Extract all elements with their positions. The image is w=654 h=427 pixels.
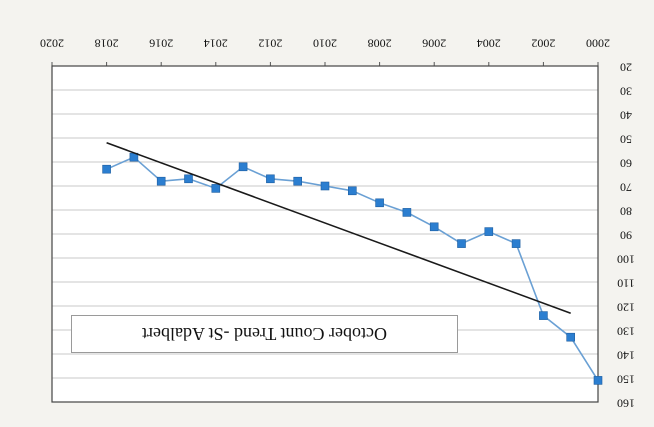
data-point (184, 174, 193, 184)
data-point (566, 332, 576, 342)
y-tick-label: 150 (617, 372, 635, 386)
y-tick-label: 70 (620, 180, 632, 194)
x-tick-label: 2012 (258, 36, 282, 50)
x-tick-label: 2018 (95, 36, 119, 50)
data-point (156, 176, 166, 186)
data-point (484, 227, 494, 236)
x-tick-label: 2004 (477, 36, 501, 50)
data-point (347, 186, 357, 196)
y-tick-label: 130 (617, 324, 635, 338)
y-tick-label: 100 (617, 252, 635, 266)
data-point (266, 174, 275, 184)
data-point (457, 239, 466, 248)
data-point (375, 198, 384, 208)
data-point (429, 222, 439, 232)
data-point (320, 181, 330, 191)
data-point (102, 164, 111, 174)
y-tick-label: 60 (620, 156, 632, 170)
y-tick-label: 120 (617, 300, 635, 314)
data-point (593, 376, 603, 385)
y-tick-label: 40 (620, 108, 632, 122)
trendline (106, 142, 571, 314)
x-tick-label: 2014 (204, 36, 228, 50)
x-tick-label: 2006 (422, 36, 446, 50)
y-tick-label: 140 (617, 348, 635, 362)
data-point (539, 311, 548, 320)
y-tick-label: 110 (617, 276, 635, 290)
x-tick-label: 2020 (40, 36, 64, 50)
plot-border (51, 65, 599, 403)
chart-title-box: October Count Trend -St Adalbert (71, 315, 458, 353)
x-tick-label: 2010 (313, 36, 337, 50)
y-tick-label: 90 (620, 228, 632, 242)
x-tick-label: 2016 (149, 36, 173, 50)
x-tick-label: 2008 (368, 36, 392, 50)
data-point (293, 176, 303, 186)
data-point (511, 239, 521, 248)
y-tick-label: 30 (620, 84, 632, 98)
y-tick-label: 50 (620, 132, 632, 146)
data-point (238, 162, 248, 172)
y-tick-label: 20 (620, 60, 632, 74)
data-point (211, 184, 221, 193)
y-tick-label: 160 (617, 396, 635, 410)
y-tick-label: 80 (620, 204, 632, 218)
x-tick-label: 2002 (531, 36, 555, 50)
data-point (402, 208, 412, 217)
x-tick-label: 2000 (586, 36, 610, 50)
chart-title: October Count Trend -St Adalbert (142, 324, 387, 345)
